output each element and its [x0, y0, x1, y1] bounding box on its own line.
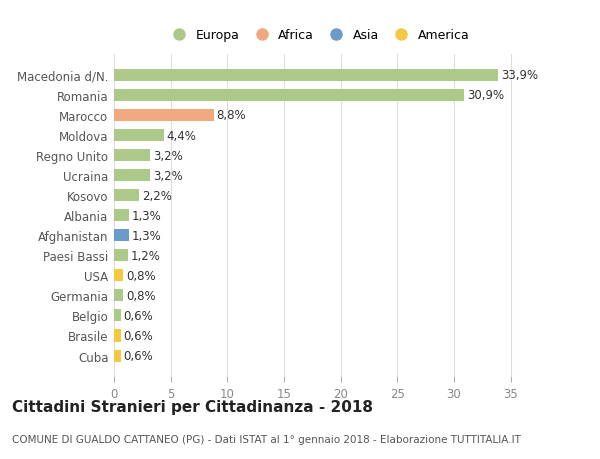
Bar: [114, 150, 150, 162]
Text: 8,8%: 8,8%: [217, 109, 246, 122]
Text: 4,4%: 4,4%: [167, 129, 197, 142]
Text: 30,9%: 30,9%: [467, 89, 504, 102]
Bar: [114, 90, 464, 102]
Text: 2,2%: 2,2%: [142, 189, 172, 202]
Bar: [114, 70, 498, 82]
Bar: [114, 130, 164, 142]
Bar: [114, 330, 121, 342]
Bar: [114, 290, 123, 302]
Bar: [114, 310, 121, 322]
Text: 0,6%: 0,6%: [124, 329, 154, 342]
Bar: [114, 190, 139, 202]
Bar: [114, 350, 121, 362]
Bar: [114, 230, 129, 242]
Text: 1,3%: 1,3%: [131, 209, 161, 222]
Text: Cittadini Stranieri per Cittadinanza - 2018: Cittadini Stranieri per Cittadinanza - 2…: [12, 399, 373, 414]
Text: 0,6%: 0,6%: [124, 309, 154, 322]
Bar: [114, 270, 123, 282]
Text: 1,3%: 1,3%: [131, 229, 161, 242]
Bar: [114, 210, 129, 222]
Text: 3,2%: 3,2%: [153, 169, 183, 182]
Bar: [114, 170, 150, 182]
Bar: [114, 110, 214, 122]
Bar: [114, 250, 128, 262]
Text: 0,6%: 0,6%: [124, 349, 154, 362]
Text: COMUNE DI GUALDO CATTANEO (PG) - Dati ISTAT al 1° gennaio 2018 - Elaborazione TU: COMUNE DI GUALDO CATTANEO (PG) - Dati IS…: [12, 434, 521, 444]
Legend: Europa, Africa, Asia, America: Europa, Africa, Asia, America: [167, 29, 469, 42]
Text: 33,9%: 33,9%: [501, 69, 538, 82]
Text: 1,2%: 1,2%: [130, 249, 160, 262]
Text: 0,8%: 0,8%: [126, 289, 155, 302]
Text: 3,2%: 3,2%: [153, 149, 183, 162]
Text: 0,8%: 0,8%: [126, 269, 155, 282]
